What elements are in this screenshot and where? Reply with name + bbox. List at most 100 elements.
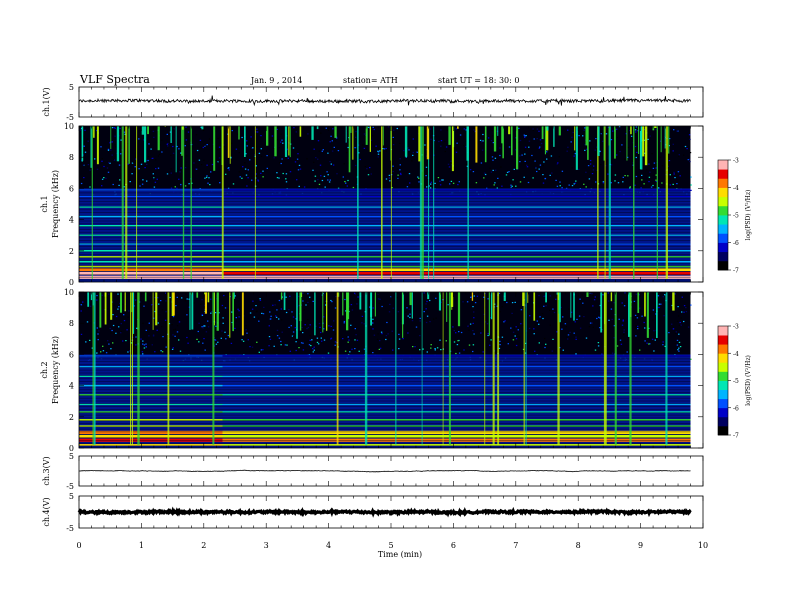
noise-speckle (593, 165, 595, 167)
noise-speckle (217, 341, 219, 343)
noise-speckle (555, 179, 557, 181)
noise-speckle (639, 307, 641, 309)
noise-speckle (172, 334, 174, 336)
noise-speckle (397, 174, 399, 176)
noise-speckle (122, 340, 124, 342)
noise-speckle (324, 186, 326, 188)
noise-speckle (147, 156, 150, 158)
noise-speckle (409, 316, 411, 319)
noise-speckle (482, 133, 484, 136)
colorbar-cell (718, 264, 728, 267)
noise-speckle (387, 126, 390, 128)
noise-speckle (319, 164, 322, 166)
noise-speckle (610, 139, 613, 141)
noise-speckle (251, 346, 254, 348)
noise-speckle (302, 349, 305, 351)
noise-speckle (490, 140, 493, 142)
sferic-streak (181, 126, 183, 156)
noise-speckle (174, 335, 176, 337)
sferic-streak (614, 126, 616, 159)
noise-speckle (448, 167, 451, 169)
sferic-streak (411, 292, 413, 319)
noise-speckle (398, 348, 400, 350)
noise-speckle (136, 327, 138, 329)
noise-speckle (211, 311, 213, 313)
sferic-streak (522, 292, 525, 306)
band-early (79, 430, 223, 434)
noise-speckle (455, 352, 457, 355)
noise-speckle (367, 126, 370, 128)
noise-speckle (453, 330, 455, 332)
noise-speckle (373, 128, 375, 131)
noise-speckle (423, 311, 425, 313)
noise-speckle (86, 138, 88, 140)
sferic-streak (672, 292, 675, 311)
colorbar-cell (718, 207, 728, 210)
noise-speckle (484, 321, 487, 323)
noise-speckle (574, 321, 576, 323)
noise-speckle (448, 166, 451, 168)
noise-speckle (235, 320, 237, 322)
noise-speckle (426, 186, 428, 188)
noise-speckle (520, 309, 523, 311)
noise-speckle (269, 311, 271, 313)
noise-speckle (578, 135, 580, 137)
sferic-streak (96, 126, 99, 165)
sferic-streak (125, 126, 128, 279)
noise-speckle (158, 303, 160, 305)
noise-speckle (278, 177, 280, 179)
y-tick-label: 5 (69, 83, 74, 92)
noise-speckle (429, 128, 432, 130)
sferic-streak (586, 292, 589, 297)
noise-speckle (597, 345, 600, 347)
noise-speckle (425, 175, 427, 177)
noise-speckle (246, 140, 248, 142)
sferic-streak (191, 292, 194, 330)
noise-speckle (306, 158, 308, 160)
noise-speckle (168, 323, 171, 325)
sferic-streak (81, 126, 84, 161)
y-tick-label: 5 (69, 452, 74, 461)
noise-speckle (591, 293, 593, 295)
y-tick-label: -5 (66, 113, 74, 122)
noise-speckle (152, 130, 155, 132)
sferic-streak (541, 126, 544, 140)
noise-speckle (619, 339, 622, 341)
noise-speckle (594, 296, 596, 298)
noise-speckle (417, 176, 419, 178)
noise-speckle (247, 177, 249, 179)
noise-speckle (130, 342, 133, 344)
noise-speckle (238, 152, 240, 154)
colorbar-cell (718, 365, 728, 369)
noise-speckle (501, 306, 503, 308)
noise-speckle (278, 147, 280, 149)
noise-speckle (429, 299, 431, 302)
band-gap (79, 226, 691, 227)
noise-speckle (223, 295, 225, 297)
noise-speckle (118, 184, 120, 186)
colorbar-cell (718, 429, 728, 432)
noise-speckle (512, 179, 514, 181)
noise-speckle (217, 137, 219, 140)
noise-speckle (330, 337, 333, 339)
noise-speckle (589, 159, 592, 162)
sferic-streak (94, 292, 96, 445)
noise-speckle (252, 147, 254, 149)
noise-speckle (165, 346, 167, 348)
band-gap (79, 271, 691, 272)
noise-speckle (227, 167, 229, 169)
noise-speckle (483, 296, 485, 298)
noise-speckle (198, 159, 201, 161)
noise-speckle (330, 163, 332, 165)
noise-speckle (422, 348, 424, 350)
noise-speckle (543, 295, 545, 297)
noise-speckle (285, 178, 287, 180)
band-gap (79, 403, 691, 405)
noise-speckle (392, 170, 394, 173)
noise-speckle (292, 147, 295, 149)
noise-speckle (643, 149, 646, 151)
noise-speckle (511, 302, 514, 304)
noise-speckle (95, 136, 97, 138)
sferic-streak (467, 126, 469, 279)
